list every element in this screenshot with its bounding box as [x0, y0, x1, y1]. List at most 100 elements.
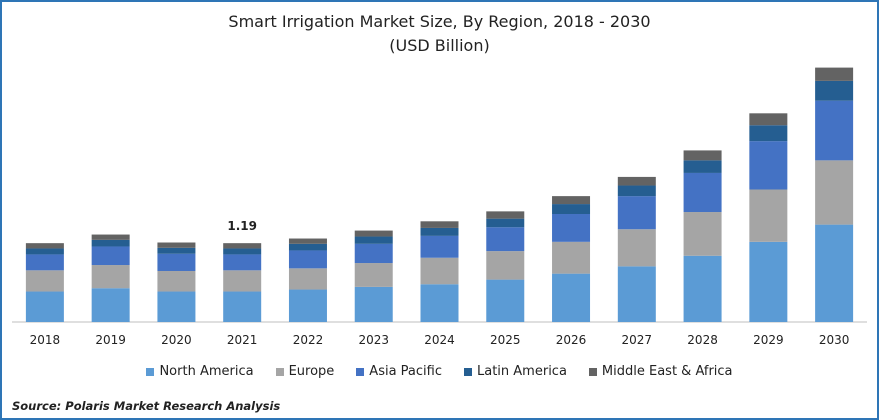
bar-2027-latin-america [617, 185, 656, 197]
legend-item: North America [146, 364, 254, 379]
x-tick-label: 2020 [161, 333, 192, 347]
bar-2026-asia-pacific [552, 214, 591, 242]
bar-2019-europe [91, 265, 130, 289]
bar-2028-latin-america [683, 160, 722, 173]
bar-2024-asia-pacific [420, 235, 459, 258]
chart-subtitle: (USD Billion) [389, 36, 490, 55]
legend-swatch [146, 367, 155, 376]
x-tick-label: 2027 [622, 333, 653, 347]
source-note: Source: Polaris Market Research Analysis [12, 399, 281, 413]
x-tick-label: 2019 [95, 333, 126, 347]
bar-2028-north-america [683, 255, 722, 322]
bar-2029-north-america [749, 241, 788, 322]
x-tick-label: 2030 [819, 333, 850, 347]
bar-2027-europe [617, 229, 656, 267]
bar-2029-middle-east-africa [749, 113, 788, 126]
x-tick-label: 2029 [753, 333, 784, 347]
bar-2018-north-america [25, 291, 64, 322]
bar-2028-asia-pacific [683, 172, 722, 213]
bar-2025-middle-east-africa [486, 211, 525, 219]
legend-swatch [356, 367, 365, 376]
legend-item: Europe [275, 364, 335, 379]
legend-item: Asia Pacific [356, 364, 442, 379]
bar-2022-north-america [288, 289, 327, 322]
bar-2021-north-america [223, 291, 262, 322]
x-tick-label: 2023 [358, 333, 389, 347]
bar-2029-asia-pacific [749, 141, 788, 190]
bar-2020-latin-america [157, 247, 196, 254]
bar-2022-latin-america [288, 243, 327, 251]
x-tick-label: 2024 [424, 333, 455, 347]
bar-2028-middle-east-africa [683, 150, 722, 161]
stacked-bar-chart: 2018 2019 2020 2021 1.19 2022 2023 2024 2025 2026… [12, 67, 867, 347]
bar-2028-europe [683, 212, 722, 256]
bar-2022-europe [288, 268, 327, 290]
bar-2019-north-america [91, 288, 130, 322]
bar-2023-north-america [354, 286, 393, 322]
legend-item: Middle East & Africa [588, 364, 733, 379]
data-label: 1.19 [227, 219, 257, 233]
bar-2020-europe [157, 270, 196, 292]
bar-2025-north-america [486, 279, 525, 322]
chart-title: Smart Irrigation Market Size, By Region,… [228, 12, 651, 31]
bar-2030-middle-east-africa [815, 67, 854, 81]
bar-2024-middle-east-africa [420, 221, 459, 228]
x-tick-label: 2022 [293, 333, 324, 347]
bar-2024-north-america [420, 284, 459, 322]
bar-2019-middle-east-africa [91, 234, 130, 240]
bar-2026-middle-east-africa [552, 196, 591, 205]
bar-2023-middle-east-africa [354, 230, 393, 237]
x-tick-label: 2018 [30, 333, 61, 347]
x-tick-label: 2025 [490, 333, 521, 347]
legend-swatch [275, 367, 284, 376]
bar-2027-middle-east-africa [617, 176, 656, 186]
legend-label: Latin America [477, 364, 567, 379]
bar-2021-europe [223, 270, 262, 292]
legend-swatch [588, 367, 597, 376]
bar-2027-asia-pacific [617, 196, 656, 230]
bar-2024-europe [420, 257, 459, 285]
bar-2020-middle-east-africa [157, 242, 196, 248]
legend-label: Middle East & Africa [601, 364, 733, 379]
bar-2022-asia-pacific [288, 250, 327, 269]
bar-2023-asia-pacific [354, 243, 393, 264]
bar-2030-asia-pacific [815, 100, 854, 161]
bar-2019-latin-america [91, 239, 130, 247]
x-tick-label: 2026 [556, 333, 587, 347]
bar-2018-europe [25, 270, 64, 292]
bar-2021-latin-america [223, 248, 262, 255]
bar-2022-middle-east-africa [288, 238, 327, 244]
bar-2020-north-america [157, 291, 196, 322]
x-tick-label: 2021 [227, 333, 258, 347]
bar-2030-north-america [815, 224, 854, 322]
bar-2018-middle-east-africa [25, 243, 64, 249]
bar-2026-north-america [552, 273, 591, 322]
bar-2025-asia-pacific [486, 227, 525, 252]
bar-2029-europe [749, 189, 788, 242]
x-tick-label: 2028 [687, 333, 718, 347]
chart-legend: North America Europe Asia Pacific Latin Ame… [2, 364, 877, 379]
bar-2027-north-america [617, 266, 656, 322]
bar-2025-latin-america [486, 218, 525, 228]
bar-2020-asia-pacific [157, 253, 196, 271]
bar-2026-latin-america [552, 204, 591, 215]
bar-2018-asia-pacific [25, 254, 64, 271]
bar-2021-asia-pacific [223, 254, 262, 271]
legend-label: North America [159, 364, 254, 379]
legend-item: Latin America [464, 364, 567, 379]
bar-2023-europe [354, 263, 393, 287]
bar-2029-latin-america [749, 125, 788, 142]
bar-2026-europe [552, 241, 591, 274]
bar-2024-latin-america [420, 227, 459, 236]
bar-2030-europe [815, 160, 854, 225]
bar-2021-middle-east-africa [223, 243, 262, 249]
bar-2018-latin-america [25, 248, 64, 255]
bar-2030-latin-america [815, 80, 854, 101]
bar-2023-latin-america [354, 236, 393, 244]
legend-label: Asia Pacific [369, 364, 442, 379]
legend-swatch [464, 367, 472, 376]
bar-2025-europe [486, 251, 525, 280]
bar-2019-asia-pacific [91, 246, 130, 266]
legend-label: Europe [288, 364, 335, 379]
